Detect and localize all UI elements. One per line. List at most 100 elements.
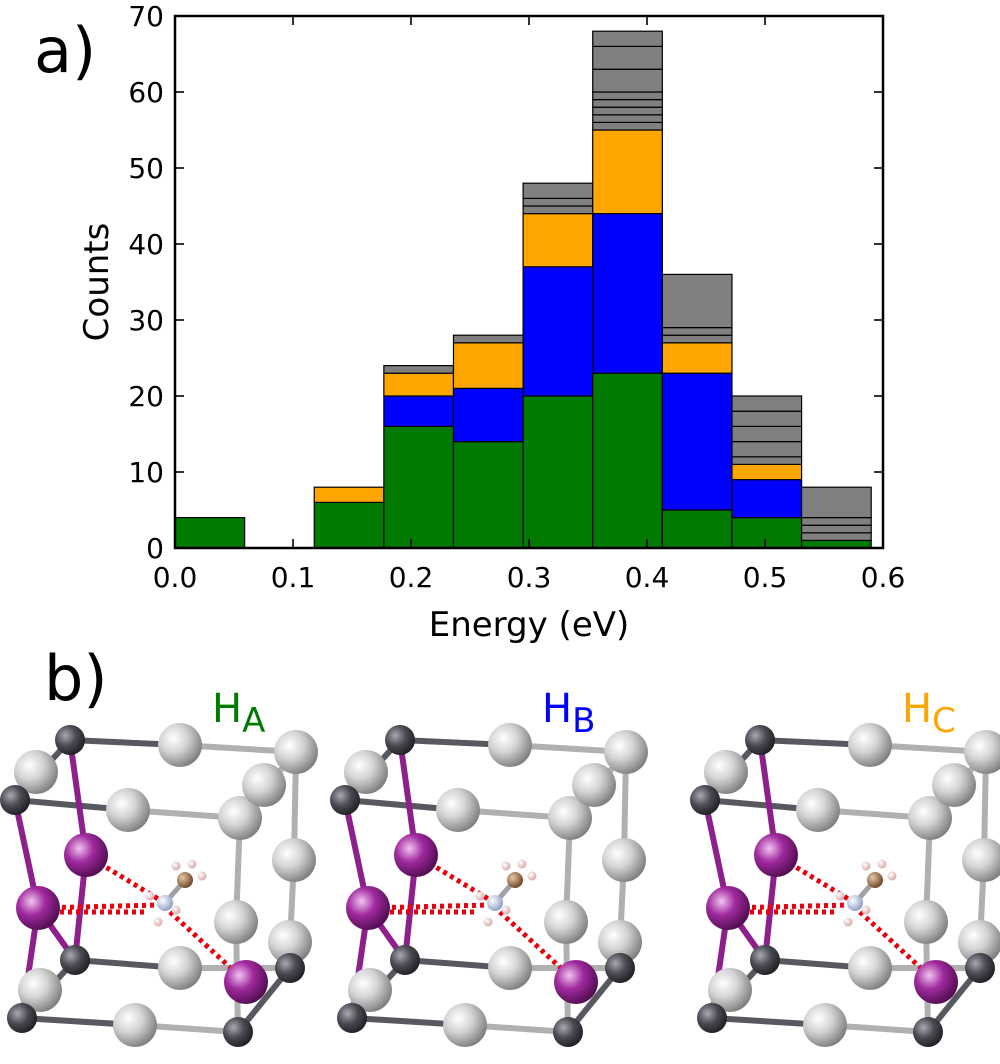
bar-8-other-2 (731, 425, 803, 443)
atom-dark (223, 1017, 253, 1047)
bar-6-other-5 (592, 68, 663, 93)
panel-label-a: a) (34, 14, 96, 87)
atom-gray (544, 900, 588, 944)
atom-gray (704, 750, 748, 794)
bar-4-other-0 (452, 334, 524, 344)
atom-gray (443, 1003, 487, 1047)
atom-hydrogen (877, 859, 887, 869)
bar-5-other-1 (522, 197, 594, 207)
bar-3-HC (383, 372, 455, 397)
y-tick-label: 60 (128, 76, 164, 109)
atom-gray (964, 730, 1000, 774)
atom-dark (750, 945, 780, 975)
y-tick-label: 30 (128, 304, 164, 337)
atom-dark (690, 785, 720, 815)
structure-C: HC (690, 686, 1000, 1047)
bar-4-HA (452, 441, 524, 549)
structure-A: HA (0, 686, 318, 1047)
atom-gray (803, 1003, 847, 1047)
atom-dark (275, 953, 305, 983)
bar-6-HB (592, 213, 663, 374)
bar-9-other-0 (800, 532, 872, 541)
atom-gray (106, 788, 150, 832)
atom-gray (604, 730, 648, 774)
atom-dark (965, 953, 995, 983)
atom-gray (348, 968, 392, 1012)
x-tick-label: 0.0 (153, 561, 198, 594)
bar-3-HA (383, 425, 455, 549)
atom-gray (904, 900, 948, 944)
bar-5-HC (522, 213, 594, 268)
y-tick-label: 20 (128, 380, 164, 413)
x-tick-label: 0.4 (625, 561, 670, 594)
atom-hydrogen (887, 871, 897, 881)
bar-7-other-1 (661, 327, 733, 336)
histogram-chart: 0.0 0.1 0.2 0.3 0.4 0.5 0.6 0 10 20 30 40 50 60 70 En… (77, 0, 905, 645)
bar-8-HA (731, 516, 803, 549)
atom-gray (274, 730, 318, 774)
atom-gray (344, 750, 388, 794)
atom-gray (602, 838, 646, 882)
bar-5-HA (522, 395, 594, 549)
structure-label: HB (542, 686, 595, 741)
atom-hydrogen (861, 905, 871, 915)
bar-6-other-0 (592, 121, 663, 131)
x-tick-label: 0.2 (389, 561, 434, 594)
y-tick-label: 40 (128, 228, 164, 261)
bar-4-HB (452, 387, 524, 443)
atom-gray (272, 838, 316, 882)
x-tick-labels: 0.0 0.1 0.2 0.3 0.4 0.5 0.6 (153, 561, 906, 594)
atom-hydrogen (501, 861, 511, 871)
atom-carbon (507, 872, 523, 888)
atom-dark (55, 725, 85, 755)
atom-gray (18, 968, 62, 1012)
x-axis-label: Energy (eV) (429, 605, 630, 645)
atom-carbon (867, 872, 883, 888)
atom-hydrogen (153, 917, 163, 927)
bar-7-other-0 (661, 334, 733, 344)
atom-gray (158, 946, 202, 990)
bar-6-HC (592, 129, 663, 215)
atom-hydrogen (475, 891, 485, 901)
atom-gray (113, 1003, 157, 1047)
bar-7-HA (661, 509, 733, 549)
atom-gray (708, 968, 752, 1012)
x-tick-label: 0.1 (271, 561, 316, 594)
atom-purple (394, 833, 438, 877)
bar-2-HA (313, 501, 385, 549)
atom-purple (224, 960, 268, 1004)
bar-8-other-4 (731, 395, 803, 412)
atom-hydrogen (483, 917, 493, 927)
bar-6-other-6 (592, 45, 663, 70)
atom-hydrogen (517, 859, 527, 869)
bar-9-other-3 (800, 486, 872, 519)
bar-6-other-3 (592, 98, 663, 108)
atom-gray (548, 796, 592, 840)
bar-8-other-0 (731, 456, 803, 465)
atom-purple (914, 960, 958, 1004)
bar-2-HC (313, 486, 385, 504)
bar-7-other-2 (661, 273, 733, 329)
structure-B: HB (330, 686, 648, 1047)
atom-hydrogen (197, 871, 207, 881)
hydrogen-bond (858, 910, 938, 984)
bars (174, 30, 872, 549)
bar-7-HC (661, 342, 733, 374)
x-tick-label: 0.5 (743, 561, 788, 594)
atom-nitrogen (487, 895, 503, 911)
y-axis-label: Counts (77, 223, 117, 342)
atom-purple (16, 886, 60, 930)
atom-gray (268, 920, 312, 964)
structure-label: HA (212, 686, 265, 741)
bar-6-other-7 (592, 30, 663, 48)
atom-purple (554, 960, 598, 1004)
bar-5-HB (522, 266, 594, 397)
atom-dark (745, 725, 775, 755)
atom-dark (913, 1017, 943, 1047)
y-tick-labels: 0 10 20 30 40 50 60 70 (128, 0, 164, 565)
bar-4-HC (452, 342, 524, 389)
bar-6-other-4 (592, 91, 663, 101)
bar-6-other-1 (592, 114, 663, 124)
bar-3-HB (383, 395, 455, 427)
